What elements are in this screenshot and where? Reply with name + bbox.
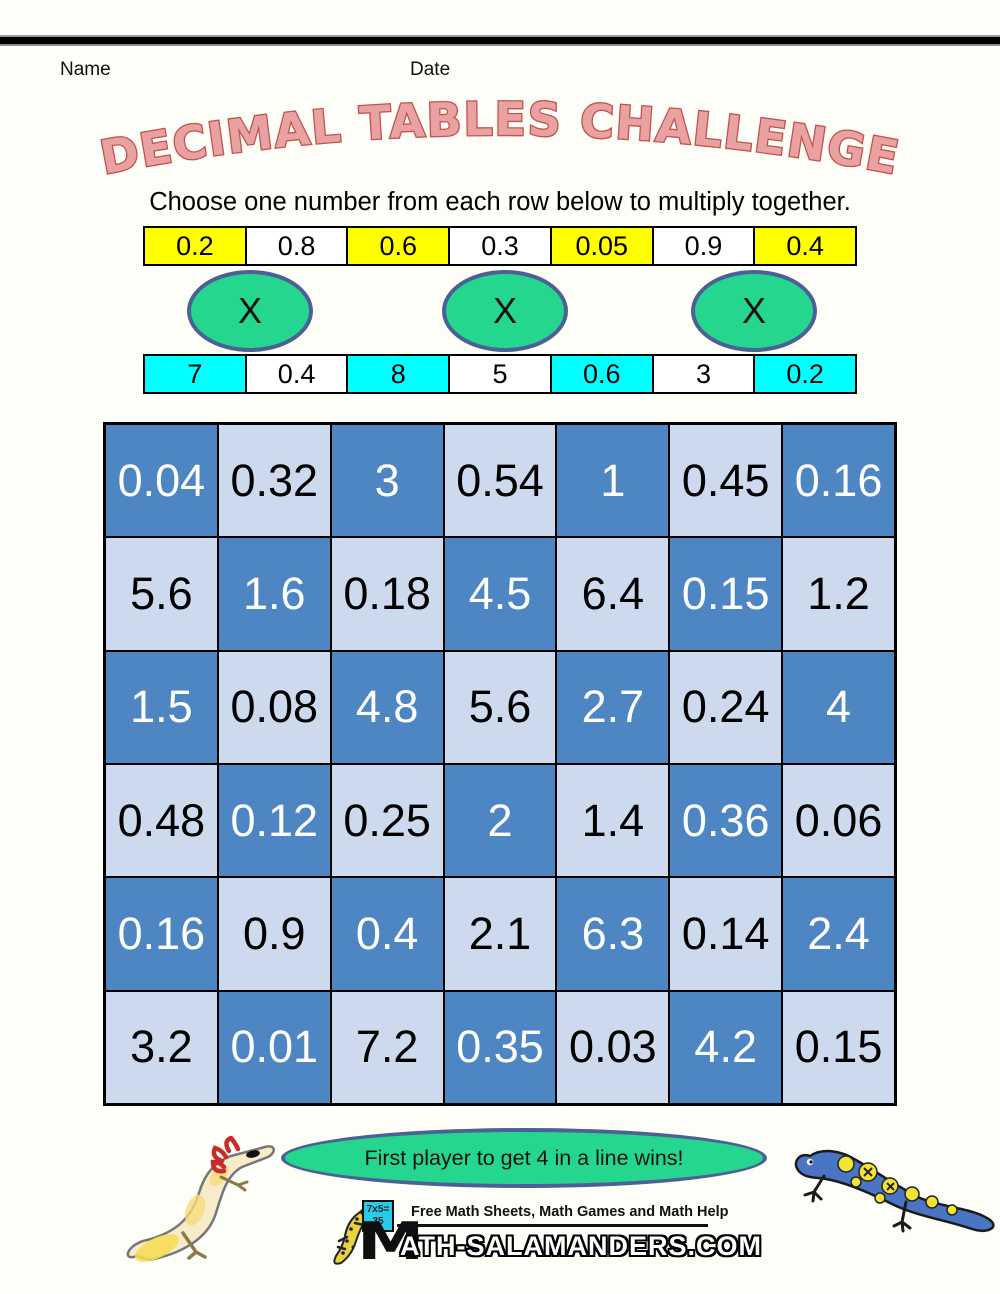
winner-banner: First player to get 4 in a line wins! — [281, 1128, 767, 1188]
grid-cell: 0.54 — [444, 425, 556, 537]
grid-cell: 0.9 — [218, 878, 330, 990]
top-factor-row: 0.2 0.8 0.6 0.3 0.05 0.9 0.4 — [143, 226, 857, 266]
grid-cell: 4.5 — [444, 538, 556, 650]
multiply-x-symbol: X — [741, 290, 766, 331]
date-label: Date — [410, 59, 451, 80]
factor-cell: 0.6 — [551, 356, 654, 392]
footer-tagline: Free Math Sheets, Math Games and Math He… — [411, 1204, 729, 1220]
grid-cell: 2 — [444, 765, 556, 877]
grid-cell: 0.14 — [670, 878, 782, 990]
grid-cell: 5.6 — [106, 538, 217, 650]
product-grid: 0.04 0.32 3 0.54 1 0.45 0.16 5.6 1.6 0.18 4.5 6.4 0.… — [103, 422, 897, 1106]
factor-cell: 5 — [450, 356, 552, 392]
winner-banner-text: First player to get 4 in a line wins! — [364, 1145, 684, 1170]
footer-divider — [397, 1224, 708, 1227]
factor-cell: 8 — [348, 356, 451, 392]
grid-cell: 1.6 — [218, 538, 330, 650]
logo-chalkboard-line1: 7x5= — [366, 1204, 390, 1215]
grid-cell: 0.36 — [670, 765, 782, 877]
grid-cell: 4.8 — [331, 651, 443, 763]
factor-cell: 7 — [145, 356, 247, 392]
grid-cell: 0.24 — [670, 651, 782, 763]
grid-cell: 0.12 — [218, 765, 330, 877]
grid-cell: 1.5 — [106, 651, 217, 763]
grid-cell: 1 — [557, 425, 669, 537]
grid-cell: 0.04 — [106, 425, 217, 537]
grid-cell: 2.4 — [783, 878, 894, 990]
grid-cell: 0.32 — [218, 425, 330, 537]
factor-cell: 0.8 — [247, 228, 349, 264]
grid-cell: 0.15 — [783, 991, 894, 1103]
grid-cell: 0.03 — [557, 991, 669, 1103]
footer-site-name: ATH-SALAMANDERS.COM — [400, 1231, 762, 1261]
logo-chalkboard: 7x5= 35 — [362, 1200, 394, 1232]
factor-cell: 0.2 — [755, 356, 856, 392]
factor-cell: 0.4 — [755, 228, 856, 264]
page-title-text: DECIMAL TABLES CHALLENGE — [95, 91, 904, 184]
grid-cell: 6.4 — [557, 538, 669, 650]
grid-cell: 0.06 — [783, 765, 894, 877]
grid-cell: 0.25 — [331, 765, 443, 877]
multiply-x-symbol: X — [492, 290, 517, 331]
multiply-oval: X — [691, 270, 817, 352]
grid-cell: 0.01 — [218, 991, 330, 1103]
grid-cell: 7.2 — [331, 991, 443, 1103]
grid-cell: 3 — [331, 425, 443, 537]
grid-cell: 0.08 — [218, 651, 330, 763]
factor-cell: 0.9 — [654, 228, 756, 264]
factor-cell: 3 — [654, 356, 756, 392]
grid-cell: 0.48 — [106, 765, 217, 877]
factor-cell: 0.6 — [348, 228, 451, 264]
page-title: DECIMAL TABLES CHALLENGE — [95, 91, 904, 184]
grid-cell: 3.2 — [106, 991, 217, 1103]
factor-cell: 0.3 — [450, 228, 552, 264]
grid-cell: 0.16 — [106, 878, 217, 990]
factor-cell: 0.2 — [145, 228, 247, 264]
multiply-x-symbol: X — [237, 290, 262, 331]
grid-cell: 1.4 — [557, 765, 669, 877]
bottom-factor-row: 7 0.4 8 5 0.6 3 0.2 — [143, 354, 857, 394]
grid-cell: 0.4 — [331, 878, 443, 990]
factor-cell: 0.05 — [551, 228, 654, 264]
grid-cell: 0.45 — [670, 425, 782, 537]
grid-cell: 0.15 — [670, 538, 782, 650]
name-label: Name — [60, 59, 111, 80]
factor-cell: 0.4 — [247, 356, 349, 392]
logo-chalkboard-line2: 35 — [372, 1216, 384, 1227]
grid-cell: 4 — [783, 651, 894, 763]
grid-cell: 5.6 — [444, 651, 556, 763]
blue-spotted-salamander-illustration — [794, 1149, 995, 1233]
grid-cell: 4.2 — [670, 991, 782, 1103]
multiply-oval: X — [442, 270, 568, 352]
axolotl-salamander-illustration — [126, 1136, 275, 1262]
grid-cell: 0.18 — [331, 538, 443, 650]
multiply-oval: X — [187, 270, 313, 352]
svg-text:DECIMAL TABLES CHALLENGE: DECIMAL TABLES CHALLENGE — [96, 92, 904, 184]
grid-cell: 1.2 — [783, 538, 894, 650]
top-border-rule — [0, 35, 1000, 46]
grid-cell: 0.35 — [444, 991, 556, 1103]
grid-cell: 2.1 — [444, 878, 556, 990]
grid-cell: 6.3 — [557, 878, 669, 990]
grid-cell: 2.7 — [557, 651, 669, 763]
grid-cell: 0.16 — [783, 425, 894, 537]
instruction-text: Choose one number from each row below to… — [149, 188, 851, 216]
